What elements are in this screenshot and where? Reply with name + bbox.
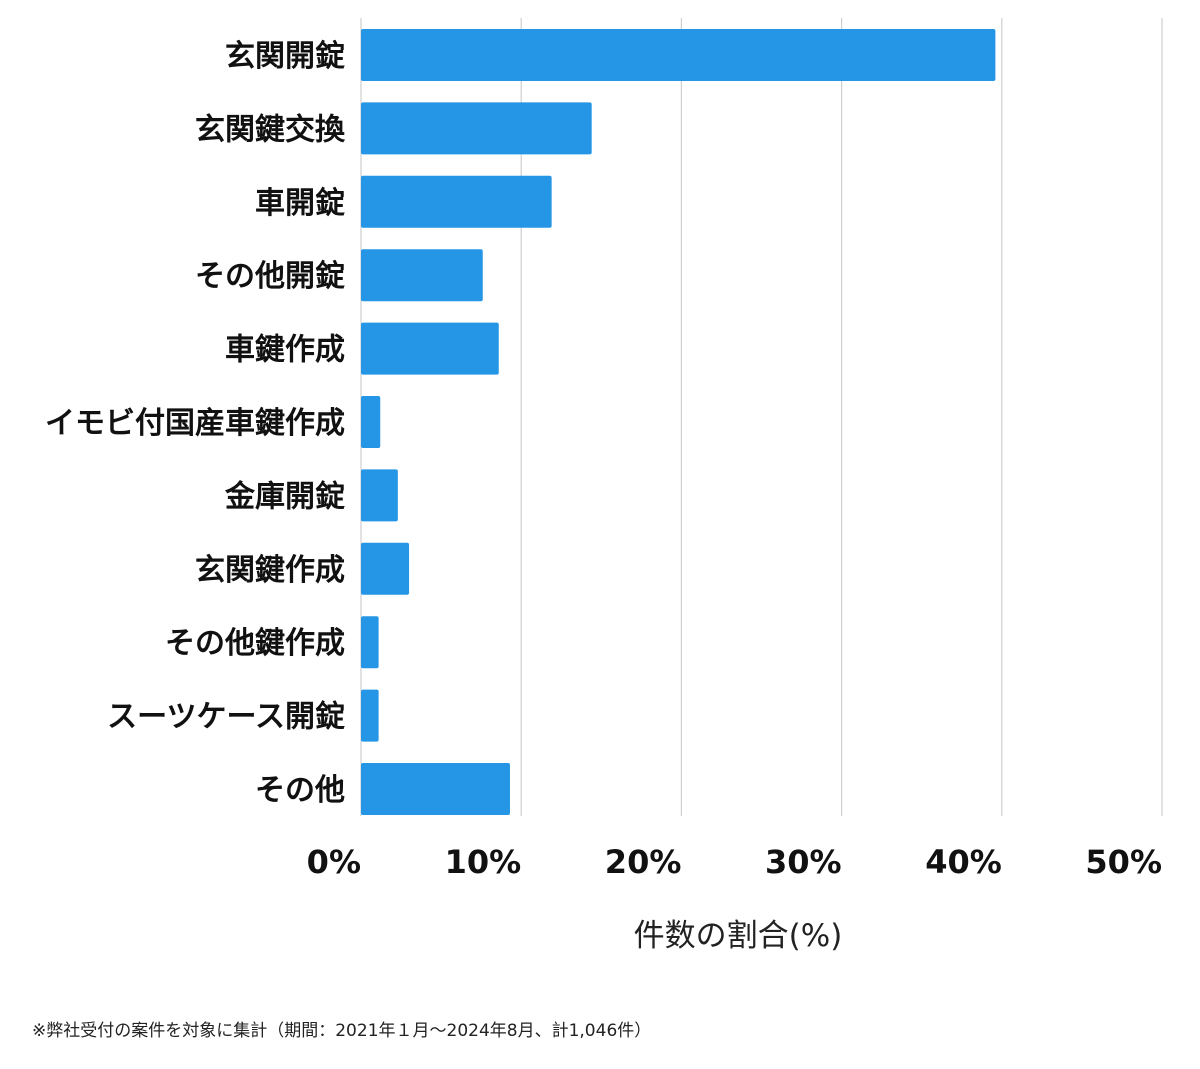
category-label: 玄関鍵交換 bbox=[195, 112, 346, 147]
bar bbox=[361, 542, 410, 595]
category-label: 車鍵作成 bbox=[225, 333, 345, 368]
category-label: スーツケース開錠 bbox=[107, 700, 345, 735]
category-label: その他開錠 bbox=[195, 259, 345, 294]
category-label: イモビ付国産車鍵作成 bbox=[45, 406, 345, 441]
category-label: 車開錠 bbox=[255, 186, 345, 221]
x-tick-label: 30% bbox=[765, 843, 842, 881]
bar bbox=[361, 396, 381, 448]
x-tick-labels: 0% 10% 20% 30% 40% 50% bbox=[307, 843, 1162, 881]
category-label: 玄関鍵作成 bbox=[195, 553, 345, 588]
bar bbox=[361, 249, 483, 302]
footnote: ※弊社受付の案件を対象に集計（期間：2021年１月〜2024年8月、計1,046… bbox=[32, 1021, 652, 1041]
x-axis-title: 件数の割合(%) bbox=[634, 918, 843, 954]
bar bbox=[361, 322, 499, 375]
category-label: その他 bbox=[255, 773, 345, 808]
bar bbox=[361, 616, 379, 669]
x-tick-label: 20% bbox=[605, 843, 682, 881]
bar bbox=[361, 102, 592, 155]
bar bbox=[361, 29, 996, 81]
category-label: 金庫開錠 bbox=[224, 479, 345, 514]
x-tick-label: 50% bbox=[1085, 843, 1162, 881]
category-label: その他鍵作成 bbox=[165, 626, 345, 661]
x-tick-label: 0% bbox=[307, 843, 361, 881]
x-tick-label: 40% bbox=[925, 843, 1002, 881]
category-labels: 玄関開錠玄関鍵交換車開錠その他開錠車鍵作成イモビ付国産車鍵作成金庫開錠玄関鍵作成… bbox=[45, 39, 346, 808]
bar bbox=[361, 689, 379, 742]
bar bbox=[361, 763, 510, 815]
bars bbox=[361, 29, 996, 815]
bar-chart: 玄関開錠玄関鍵交換車開錠その他開錠車鍵作成イモビ付国産車鍵作成金庫開錠玄関鍵作成… bbox=[45, 18, 1163, 954]
bar bbox=[361, 469, 398, 522]
x-tick-label: 10% bbox=[445, 843, 522, 881]
category-label: 玄関開錠 bbox=[225, 39, 345, 74]
bar bbox=[361, 175, 552, 228]
